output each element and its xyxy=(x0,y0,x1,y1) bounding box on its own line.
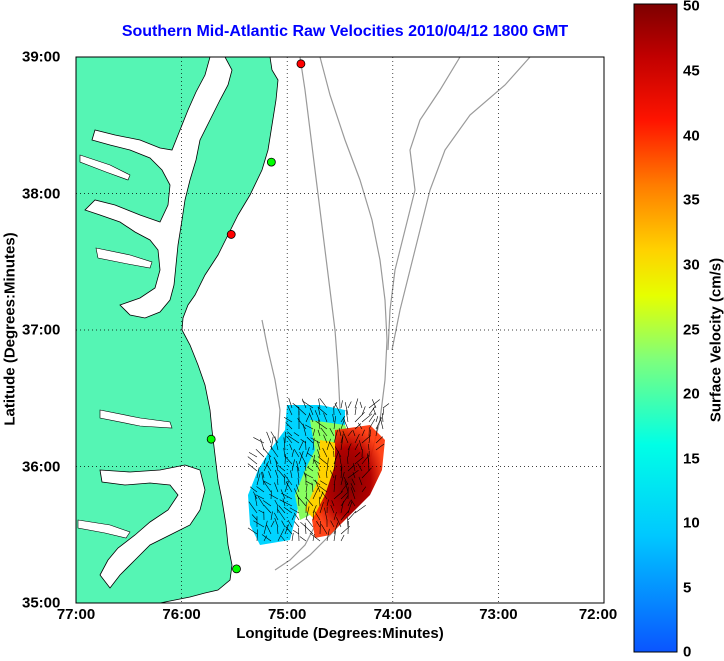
colorbar-tick-label: 50 xyxy=(683,0,700,15)
colorbar-tick-label: 15 xyxy=(683,451,700,468)
colorbar-tick-label: 30 xyxy=(683,257,700,274)
x-tick-label: 75:00 xyxy=(268,606,306,623)
colorbar-tick-label: 35 xyxy=(683,192,700,209)
y-tick-label: 39:00 xyxy=(22,49,60,66)
x-tick-label: 74:00 xyxy=(374,606,412,623)
colorbar-tick-label: 5 xyxy=(683,580,691,597)
station-marker xyxy=(267,158,275,166)
x-tick-label: 73:00 xyxy=(479,606,517,623)
station-marker xyxy=(207,435,215,443)
x-axis-label: Longitude (Degrees:Minutes) xyxy=(76,625,604,642)
station-marker xyxy=(297,60,305,68)
colorbar-tick-label: 40 xyxy=(683,128,700,145)
x-tick-label: 77:00 xyxy=(57,606,95,623)
y-tick-label: 38:00 xyxy=(22,185,60,202)
y-tick-label: 36:00 xyxy=(22,458,60,475)
colorbar-tick-label: 10 xyxy=(683,515,700,532)
colorbar-label: Surface Velocity (cm/s) xyxy=(708,258,724,422)
colorbar-tick-label: 25 xyxy=(683,322,700,339)
x-tick-label: 76:00 xyxy=(162,606,200,623)
y-tick-label: 37:00 xyxy=(22,322,60,339)
y-axis-label: Latitude (Degrees:Minutes) xyxy=(2,232,19,425)
map-title: Southern Mid-Atlantic Raw Velocities 201… xyxy=(60,23,630,41)
station-marker xyxy=(233,565,241,573)
colorbar-tick-label: 20 xyxy=(683,386,700,403)
colorbar-tick-label: 0 xyxy=(683,644,691,661)
y-tick-label: 35:00 xyxy=(22,595,60,612)
colorbar xyxy=(634,4,677,652)
station-marker xyxy=(227,230,235,238)
colorbar-tick-label: 45 xyxy=(683,63,700,80)
x-tick-label: 72:00 xyxy=(579,606,617,623)
